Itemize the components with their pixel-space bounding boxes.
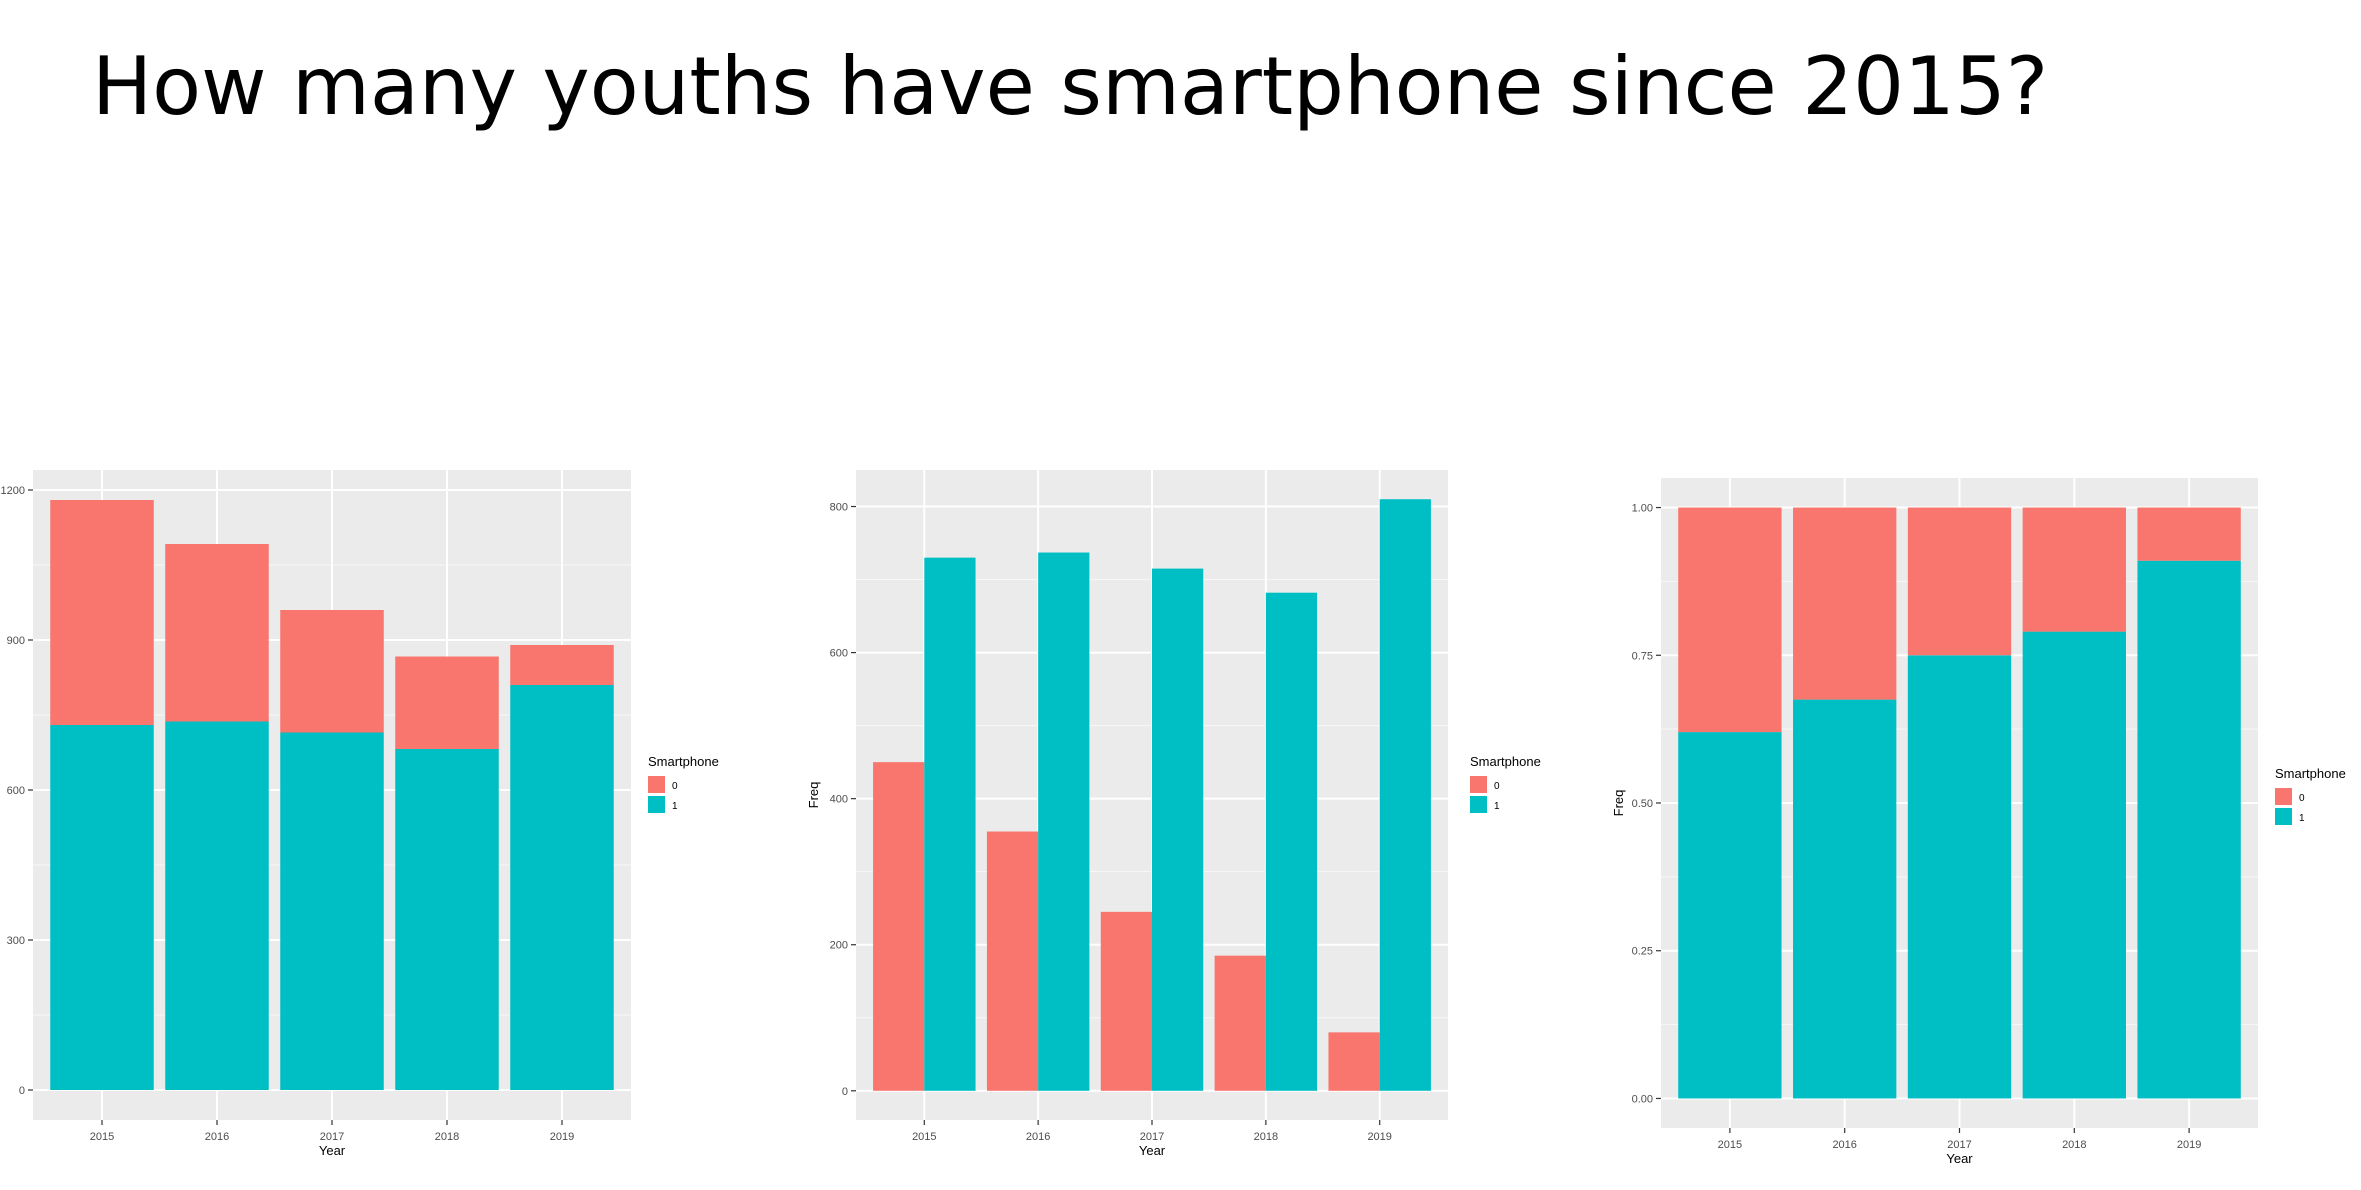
bar-series-0 [1214, 955, 1266, 1091]
bar-series-1 [1152, 568, 1204, 1091]
y-tick-label: 900 [7, 635, 25, 647]
x-tick-label: 2017 [320, 1131, 344, 1143]
x-tick-label: 2015 [912, 1131, 936, 1143]
bar-series-0 [510, 645, 614, 685]
bar-series-1 [924, 557, 976, 1091]
legend-swatch-0 [1470, 776, 1487, 793]
bar-series-0 [2137, 507, 2241, 561]
x-tick-label: 2018 [2062, 1139, 2086, 1151]
legend-swatch-1 [648, 796, 665, 813]
bar-series-0 [873, 762, 925, 1091]
slide-title: How many youths have smartphone since 20… [92, 40, 2049, 133]
x-tick-label: 2016 [1026, 1131, 1050, 1143]
legend-swatch-1 [1470, 796, 1487, 813]
bar-series-1 [1379, 499, 1431, 1091]
bar-series-0 [280, 610, 384, 733]
x-axis-label: Year [1946, 1151, 1973, 1166]
y-tick-label: 1.00 [1632, 503, 1653, 515]
y-tick-label: 800 [830, 502, 848, 514]
legend-label-1: 1 [672, 801, 678, 812]
y-tick-label: 600 [830, 648, 848, 660]
bar-series-0 [2022, 507, 2126, 632]
bar-series-0 [1328, 1032, 1380, 1091]
bar-series-1 [1265, 592, 1318, 1091]
x-axis-label: Year [1139, 1143, 1166, 1158]
bar-series-1 [395, 749, 499, 1090]
y-tick-label: 0 [19, 1085, 25, 1097]
bar-series-1 [1793, 699, 1897, 1099]
bar-series-1 [1038, 552, 1090, 1091]
bar-series-1 [280, 732, 384, 1090]
bar-series-0 [1907, 507, 2012, 656]
stacked-bar-chart: 0300600900120020152016201720182019YearFr… [1, 470, 719, 1158]
legend-label-0: 0 [672, 781, 678, 792]
bar-series-0 [1793, 507, 1897, 700]
legend-title: Smartphone [1470, 754, 1541, 769]
y-tick-label: 1200 [1, 485, 25, 497]
legend-title: Smartphone [2275, 766, 2346, 781]
legend-label-1: 1 [2299, 813, 2305, 824]
legend-swatch-0 [648, 776, 665, 793]
filled-bar-chart: 0.00 0.25 0.50 0.75 1.00 2015 2016 2017 2018 2019… [1611, 478, 2346, 1166]
x-tick-label: 2015 [90, 1131, 114, 1143]
legend-swatch-1 [2275, 808, 2292, 825]
bar-series-0 [1100, 911, 1152, 1091]
bar-series-0 [50, 500, 154, 725]
bar-series-0 [165, 544, 269, 722]
y-axis-label: Freq [1611, 790, 1626, 817]
x-tick-label: 2015 [1718, 1139, 1742, 1151]
x-tick-label: 2019 [1367, 1131, 1391, 1143]
x-tick-label: 2018 [1254, 1131, 1278, 1143]
legend-title: Smartphone [648, 754, 719, 769]
y-tick-label: 0.75 [1632, 650, 1653, 662]
bar-series-1 [1678, 732, 1782, 1099]
x-tick-label: 2016 [205, 1131, 229, 1143]
legend-label-0: 0 [2299, 793, 2305, 804]
x-axis-label: Year [319, 1143, 346, 1158]
legend-label-1: 1 [1494, 801, 1500, 812]
y-axis-label: Freq [806, 782, 821, 809]
y-tick-label: 0 [842, 1086, 848, 1098]
dodged-bar-chart: 0 200 400 600 800 2015 2016 2017 2018 2019 Year Fre… [806, 470, 1541, 1158]
y-tick-label: 0.50 [1632, 798, 1653, 810]
bar-series-1 [50, 725, 154, 1090]
bar-series-1 [510, 685, 614, 1090]
bar-series-1 [2137, 560, 2241, 1099]
y-tick-label: 0.25 [1632, 946, 1653, 958]
bar-series-1 [165, 721, 269, 1090]
bar-series-1 [1907, 655, 2012, 1099]
x-tick-label: 2019 [2177, 1139, 2201, 1151]
bar-series-0 [395, 656, 499, 749]
x-tick-label: 2018 [435, 1131, 459, 1143]
x-tick-label: 2017 [1947, 1139, 1971, 1151]
y-tick-label: 0.00 [1632, 1093, 1653, 1105]
y-tick-label: 400 [830, 794, 848, 806]
legend-label-0: 0 [1494, 781, 1500, 792]
legend-swatch-0 [2275, 788, 2292, 805]
y-tick-label: 200 [830, 940, 848, 952]
x-tick-label: 2019 [550, 1131, 574, 1143]
y-tick-label: 600 [7, 785, 25, 797]
bar-series-0 [1678, 507, 1782, 733]
x-tick-label: 2017 [1140, 1131, 1164, 1143]
bar-series-1 [2022, 631, 2126, 1099]
x-tick-label: 2016 [1832, 1139, 1856, 1151]
bar-series-0 [986, 831, 1039, 1091]
y-tick-label: 300 [7, 935, 25, 947]
